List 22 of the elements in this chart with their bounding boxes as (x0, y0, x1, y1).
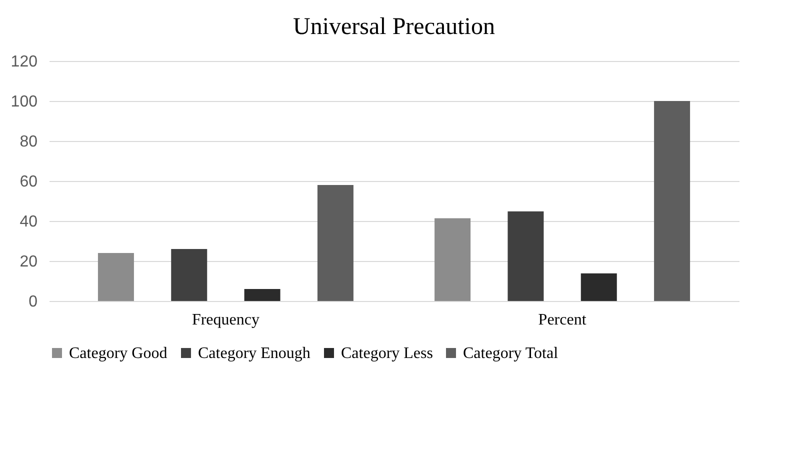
chart-title: Universal Precaution (293, 14, 495, 40)
y-tick-label: 20 (20, 254, 38, 270)
legend-label: Category Less (341, 345, 433, 362)
x-tick-label: Frequency (192, 312, 260, 328)
bar (98, 253, 134, 301)
y-tick-label: 40 (20, 214, 38, 230)
y-tick-label: 60 (20, 174, 38, 190)
y-tick-label: 120 (10, 54, 38, 70)
bar (508, 211, 544, 301)
legend-label: Category Good (69, 345, 168, 362)
y-tick-label: 100 (10, 94, 38, 110)
bar (580, 273, 617, 301)
bar (317, 185, 354, 301)
legend-label: Category Total (463, 345, 559, 362)
y-tick-label: 80 (20, 134, 38, 150)
legend-label: Category Enough (198, 345, 310, 362)
y-tick-label: 0 (28, 294, 38, 310)
bar (434, 218, 471, 301)
bar (654, 101, 690, 301)
x-tick-label: Percent (538, 312, 587, 328)
bar (244, 289, 280, 301)
bar (171, 249, 208, 301)
